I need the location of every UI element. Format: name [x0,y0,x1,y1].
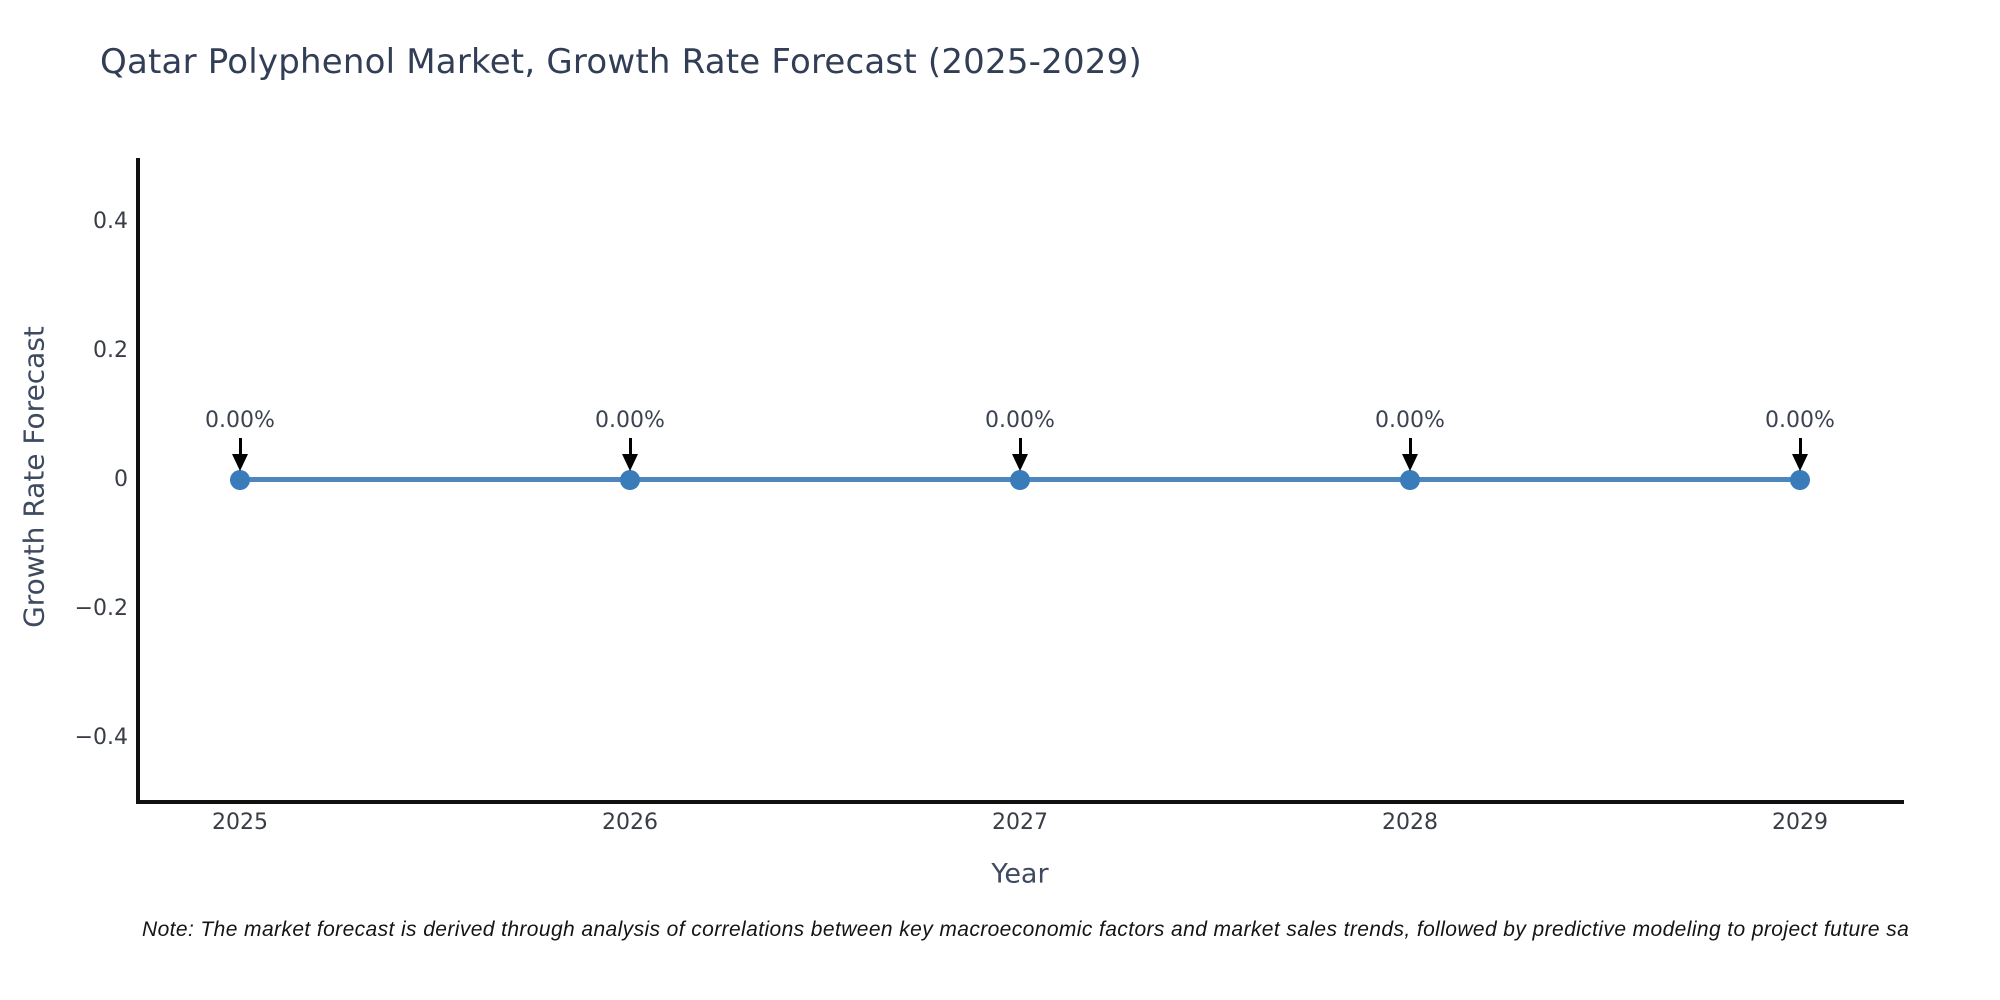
point-annotation-label: 0.00% [595,408,665,433]
annotation-arrow-shaft [1408,438,1412,456]
y-axis-spine [136,158,140,804]
data-point-marker [1010,470,1030,490]
data-point-marker [1400,470,1420,490]
point-annotation-label: 0.00% [1765,408,1835,433]
y-tick-label: −0.4 [74,725,128,750]
x-axis-label: Year [991,858,1049,890]
annotation-arrow-shaft [1018,438,1022,456]
y-tick-label: −0.2 [74,596,128,621]
point-annotation-label: 0.00% [985,408,1055,433]
annotation-arrow-shaft [1798,438,1802,456]
annotation-arrowhead [1012,454,1028,471]
annotation-arrow-shaft [628,438,632,456]
footnote: Note: The market forecast is derived thr… [142,918,1910,941]
data-point-marker [230,470,250,490]
y-tick-label: 0 [114,467,128,492]
x-axis-spine [136,800,1904,804]
data-point-marker [620,470,640,490]
y-tick-label: 0.2 [93,338,128,363]
point-annotation-label: 0.00% [205,408,275,433]
annotation-arrowhead [1402,454,1418,471]
y-tick-label: 0.4 [93,209,128,234]
point-annotation-label: 0.00% [1375,408,1445,433]
chart-title: Qatar Polyphenol Market, Growth Rate For… [100,42,1142,82]
annotation-arrowhead [1792,454,1808,471]
annotation-arrow-shaft [238,438,242,456]
annotation-arrowhead [622,454,638,471]
data-point-marker [1790,470,1810,490]
x-tick-label: 2026 [602,810,658,835]
annotation-arrowhead [232,454,248,471]
x-tick-label: 2028 [1382,810,1438,835]
x-tick-label: 2029 [1772,810,1828,835]
x-tick-label: 2027 [992,810,1048,835]
x-tick-label: 2025 [212,810,268,835]
